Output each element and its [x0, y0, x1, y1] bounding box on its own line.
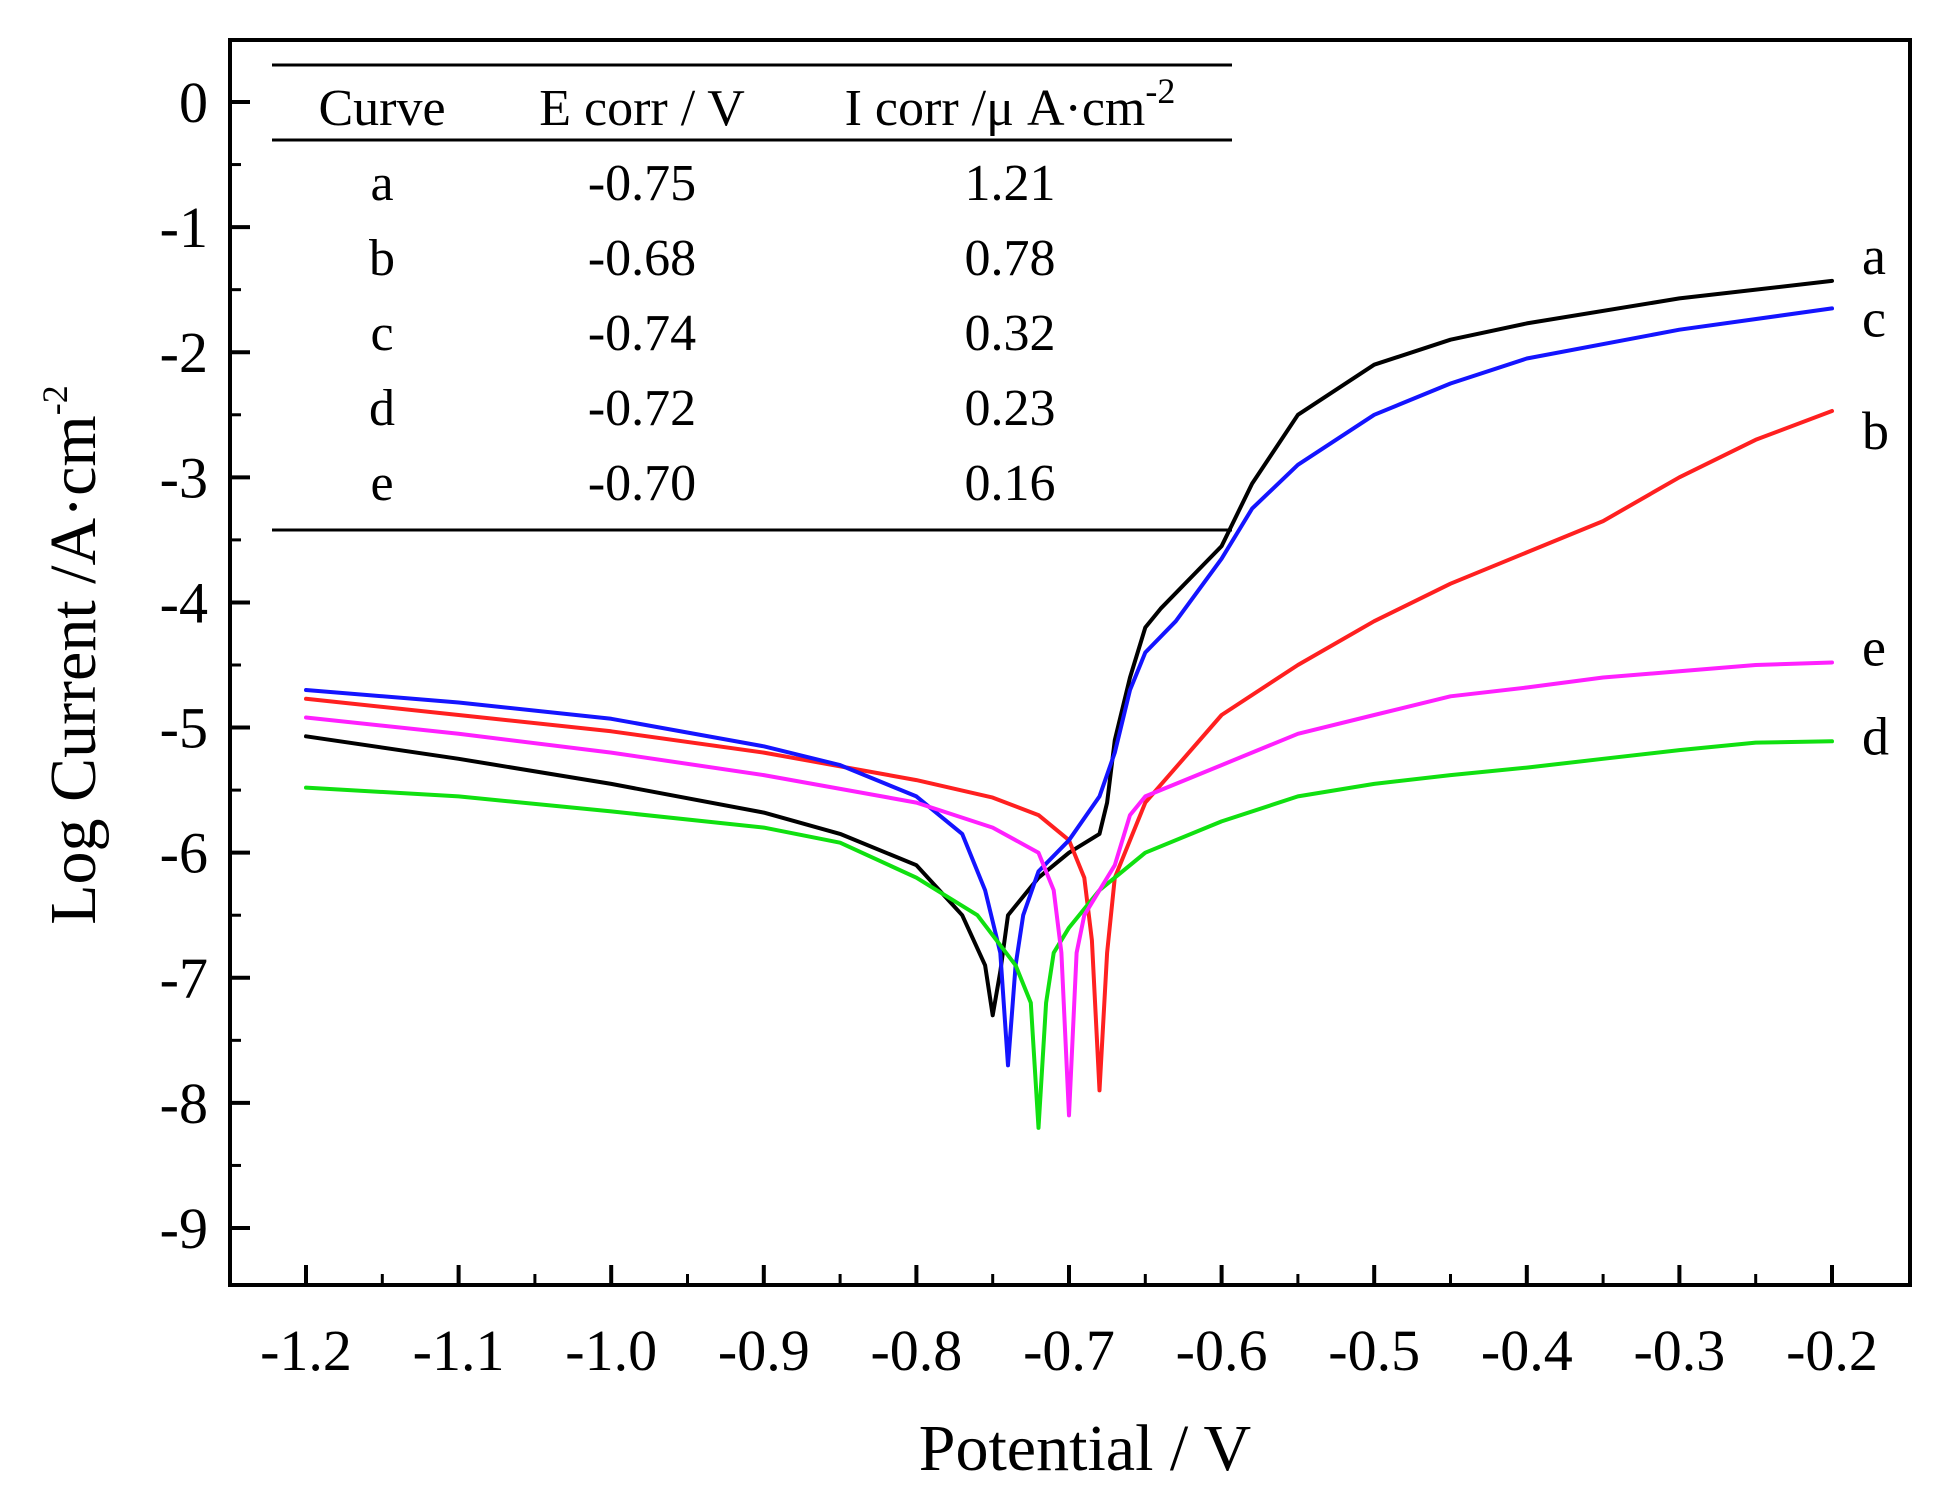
- table-cell: -0.68: [588, 230, 696, 287]
- y-tick-label: -5: [160, 696, 208, 761]
- x-tick-label: -0.8: [870, 1318, 962, 1383]
- x-tick-label: -1.0: [565, 1318, 657, 1383]
- curve-label-d: d: [1862, 706, 1889, 766]
- y-tick-label: -2: [160, 320, 208, 385]
- y-tick-label: -4: [160, 570, 208, 635]
- y-tick-label: -1: [160, 195, 208, 260]
- x-tick-label: -0.7: [1023, 1318, 1115, 1383]
- x-tick-label: -0.3: [1633, 1318, 1725, 1383]
- series-line-b: [304, 409, 1834, 1093]
- table-cell: 1.21: [965, 155, 1056, 212]
- table-header-ecorr: E corr / V: [539, 80, 745, 137]
- x-tick-label: -0.4: [1481, 1318, 1573, 1383]
- x-tick-labels: -1.2 -1.1 -1.0 -0.9 -0.8 -0.7 -0.6 -0.5 -0.4 -0.3…: [260, 1318, 1878, 1383]
- table-cell: a: [370, 155, 393, 212]
- table-cell: 0.23: [965, 380, 1056, 437]
- table-cell: -0.72: [588, 380, 696, 437]
- curve-label-e: e: [1862, 617, 1886, 677]
- y-axis-title-main: Log Current /A·cm: [37, 415, 110, 925]
- x-tick-label: -1.2: [260, 1318, 352, 1383]
- series-line-c: [304, 306, 1834, 1068]
- series-line-a: [304, 278, 1834, 1018]
- table-header-icorr-sup: -2: [1145, 71, 1175, 111]
- axis-ticks: [230, 100, 1834, 1285]
- curve-label-c: c: [1862, 288, 1886, 348]
- inset-table: Curve E corr / V I corr /μ A·cm-2 a -0.75…: [272, 63, 1232, 532]
- x-tick-label: -0.2: [1786, 1318, 1878, 1383]
- y-axis-title: Log Current /A·cm-2: [35, 385, 110, 925]
- y-tick-labels: 0 -1 -2 -3 -4 -5 -6 -7 -8 -9: [160, 70, 208, 1261]
- table-cell: -0.70: [588, 455, 696, 512]
- table-cell: c: [370, 305, 393, 362]
- curve-label-b: b: [1862, 401, 1889, 461]
- table-cell: 0.78: [965, 230, 1056, 287]
- y-tick-label: -6: [160, 821, 208, 886]
- y-tick-label: -7: [160, 946, 208, 1011]
- table-cell: b: [369, 230, 395, 287]
- table-cell: e: [370, 455, 393, 512]
- y-axis-title-sup: -2: [35, 385, 75, 415]
- table-header-curve: Curve: [318, 80, 445, 137]
- series-line-d: [304, 739, 1834, 1130]
- y-tick-label: -8: [160, 1071, 208, 1136]
- x-tick-label: -0.9: [718, 1318, 810, 1383]
- x-tick-label: -0.5: [1328, 1318, 1420, 1383]
- y-tick-label: -3: [160, 445, 208, 510]
- curve-end-labels: a bc de: [1862, 226, 1889, 766]
- table-cell: d: [369, 380, 395, 437]
- y-tick-label: -9: [160, 1196, 208, 1261]
- series-line-e: [304, 660, 1834, 1118]
- x-axis-title: Potential / V: [919, 1412, 1251, 1485]
- x-tick-label: -0.6: [1176, 1318, 1268, 1383]
- table-cell: 0.16: [965, 455, 1056, 512]
- table-rows: a -0.75 1.21 b -0.68 0.78 c -0.74 0.32 d -0.72 0.23…: [369, 155, 1056, 512]
- table-header-icorr: I corr /μ A·cm-2: [845, 71, 1176, 137]
- table-header-icorr-main: I corr /μ A·cm: [845, 80, 1146, 137]
- series-layer: [304, 278, 1834, 1130]
- curve-label-a: a: [1862, 226, 1886, 286]
- y-tick-label: 0: [179, 70, 208, 135]
- x-tick-label: -1.1: [413, 1318, 505, 1383]
- table-cell: -0.74: [588, 305, 696, 362]
- table-cell: -0.75: [588, 155, 696, 212]
- table-cell: 0.32: [965, 305, 1056, 362]
